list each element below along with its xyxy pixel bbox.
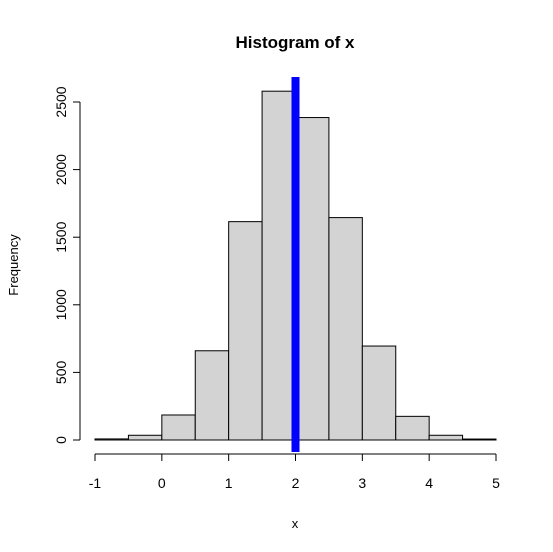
y-tick-label: 2000: [53, 154, 69, 185]
x-tick-label: 2: [292, 475, 300, 491]
histogram-bar: [328, 217, 363, 441]
y-axis-label: Frequency: [6, 234, 21, 296]
chart-title: Histogram of x: [235, 33, 355, 52]
histogram-bar: [94, 438, 129, 441]
y-axis: 0 500 1000 1500 2000 2500: [53, 86, 81, 444]
x-axis-label: x: [292, 516, 299, 531]
histogram-bar: [462, 438, 497, 441]
histogram-bar: [361, 345, 397, 441]
histogram-bar: [395, 415, 430, 441]
x-tick-label: 5: [492, 475, 500, 491]
x-tick-label: 4: [425, 475, 433, 491]
histogram-bar: [295, 117, 330, 441]
y-tick-label: 0: [53, 436, 69, 444]
x-tick-label: 0: [158, 475, 166, 491]
histogram-bar: [161, 414, 196, 441]
histogram-bar: [228, 221, 263, 441]
histogram-bar: [127, 434, 163, 441]
x-axis: -1 0 1 2 3 4 5: [89, 453, 500, 491]
y-tick-label: 1000: [53, 289, 69, 320]
y-tick-label: 500: [53, 361, 69, 385]
x-tick-label: 1: [225, 475, 233, 491]
bars-group: [94, 90, 497, 441]
histogram-bar: [194, 350, 230, 441]
y-tick-label: 1500: [53, 221, 69, 252]
histogram-bar: [428, 434, 464, 441]
y-tick-label: 2500: [53, 86, 69, 117]
histogram-bar: [261, 90, 297, 441]
x-tick-label: 3: [358, 475, 366, 491]
x-tick-label: -1: [89, 475, 102, 491]
